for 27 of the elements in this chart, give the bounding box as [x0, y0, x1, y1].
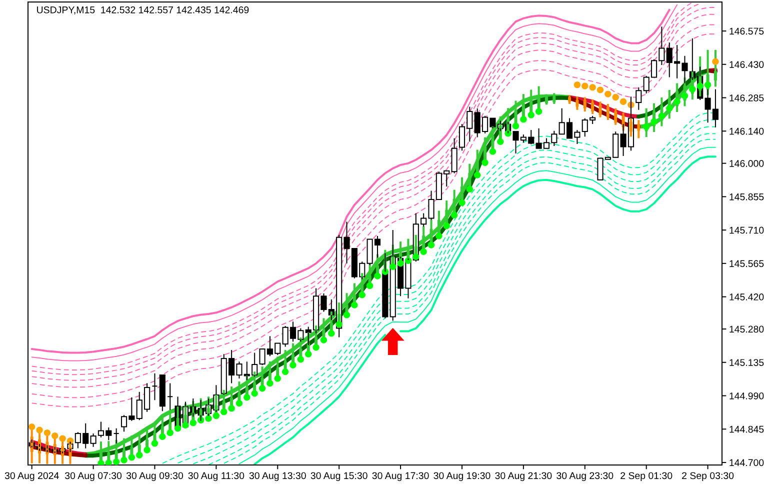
x-tick-label: 30 Aug 19:30 — [434, 472, 490, 482]
y-tick-label: 146.285 — [730, 94, 764, 102]
x-tick-label: 30 Aug 11:30 — [188, 472, 244, 482]
x-tick-label: 30 Aug 07:30 — [65, 472, 122, 482]
y-tick-label: 144.700 — [730, 459, 764, 466]
y-tick-label: 145.855 — [730, 193, 764, 200]
x-tick-label: 30 Aug 21:30 — [495, 472, 552, 482]
x-tick-label: 2 Sep 01:30 — [620, 472, 672, 482]
x-tick-label: 2 Sep 03:30 — [682, 472, 734, 482]
y-tick-label: 145.565 — [730, 260, 764, 268]
x-tick-label: 30 Aug 2024 — [4, 472, 59, 482]
y-tick-label: 146.575 — [730, 28, 764, 35]
x-tick-label: 30 Aug 17:30 — [372, 472, 429, 482]
chart-title: USDJPY,M15 142.532 142.557 142.435 142.469 — [37, 6, 249, 14]
y-tick-label: 145.710 — [730, 226, 764, 234]
y-tick-label: 145.420 — [730, 294, 764, 300]
x-tick-label: 30 Aug 23:30 — [556, 472, 614, 482]
y-tick-label: 146.000 — [730, 160, 764, 167]
x-tick-label: 30 Aug 15:30 — [310, 472, 368, 482]
x-tick-label: 30 Aug 09:30 — [126, 472, 184, 482]
y-tick-label: 145.135 — [730, 359, 764, 366]
x-tick-label: 30 Aug 13:30 — [249, 472, 306, 482]
y-tick-label: 146.430 — [730, 61, 764, 68]
y-tick-label: 145.280 — [730, 326, 764, 333]
y-tick-label: 144.845 — [730, 426, 764, 433]
y-tick-label: 146.140 — [730, 128, 764, 135]
y-tick-label: 144.990 — [730, 392, 764, 400]
